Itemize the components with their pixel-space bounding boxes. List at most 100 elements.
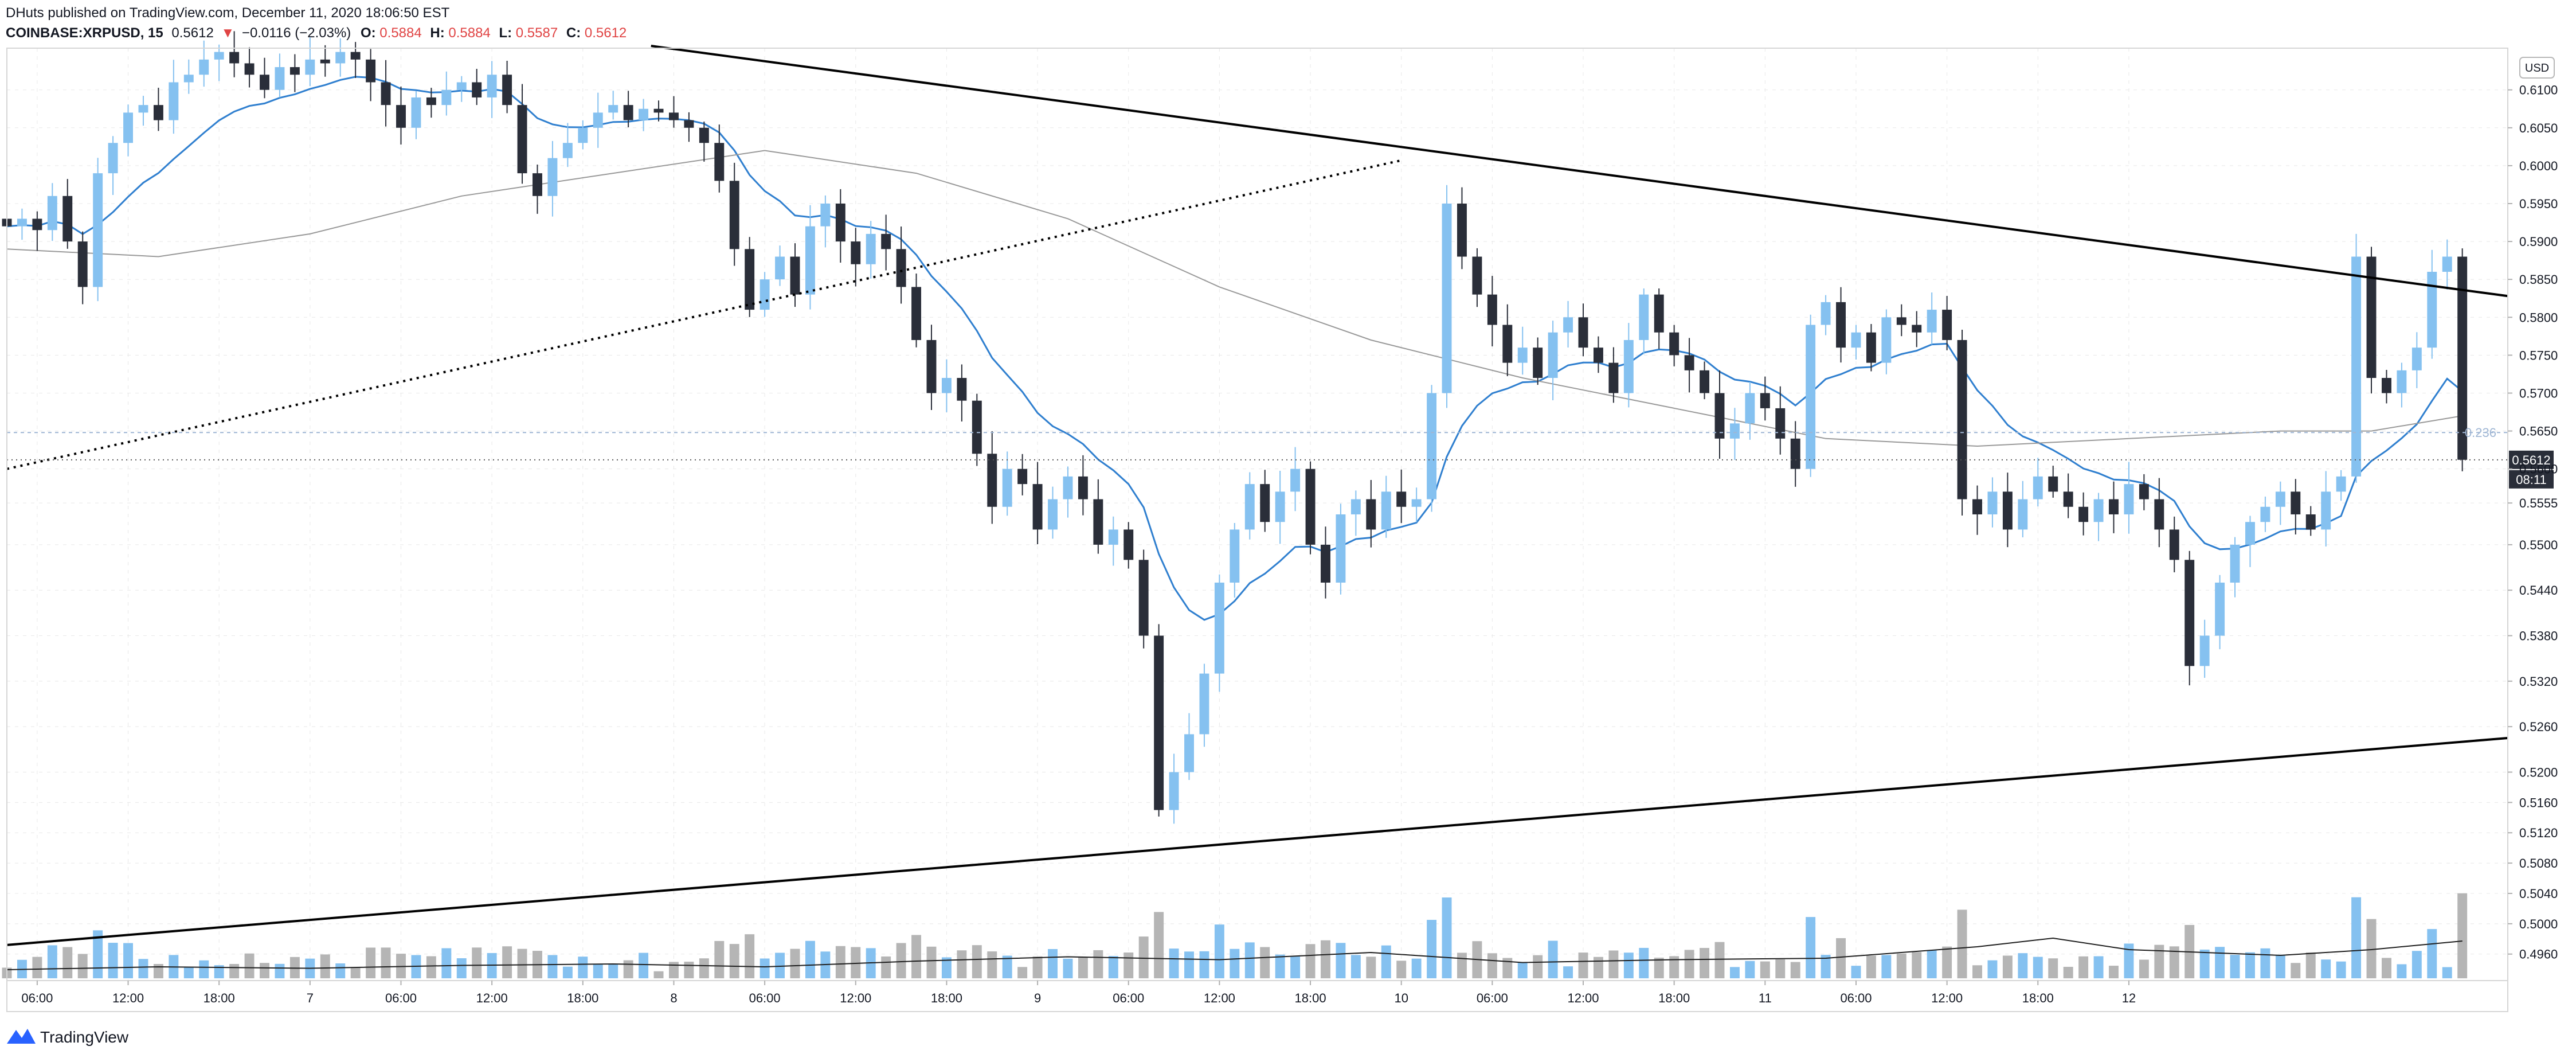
time-tick-label: 18:00 (1295, 991, 1326, 1005)
candle-body (2336, 476, 2346, 492)
candle-body (1866, 332, 1876, 363)
candle-body (1593, 348, 1603, 363)
sma-line (6, 150, 2463, 447)
candle-body (502, 75, 512, 106)
candle-body (1654, 294, 1664, 333)
candle-body (941, 378, 952, 393)
legend-symbol: COINBASE:XRPUSD, 15 (6, 25, 163, 41)
candle-body (2215, 582, 2225, 636)
volume-bar (957, 950, 967, 978)
volume-bar (1790, 962, 1800, 978)
candle-body (972, 400, 982, 454)
candle-body (1078, 476, 1088, 499)
volume-bar (502, 946, 512, 978)
candle-body (123, 112, 134, 143)
candle-body (1472, 256, 1482, 295)
currency-label: USD (2525, 62, 2549, 75)
volume-bar (214, 965, 224, 978)
candle-body (32, 218, 42, 231)
candle-body (1881, 317, 1892, 363)
publish-info: DHuts published on TradingView.com, Dece… (6, 5, 450, 21)
candle-body (93, 173, 103, 287)
volume-bar (1548, 940, 1558, 978)
time-tick-label: 18:00 (2022, 991, 2054, 1005)
candle-body (169, 82, 179, 120)
candle-body (2018, 499, 2028, 530)
candle-body (790, 256, 800, 295)
candle-body (2093, 499, 2104, 522)
legend-o-value: 0.5884 (379, 25, 421, 41)
footer[interactable]: TradingView (7, 1028, 129, 1046)
candle-body (957, 378, 967, 401)
volume-bar (745, 934, 755, 978)
candle-body (1942, 310, 1952, 340)
volume-bar (562, 966, 573, 978)
candle-body (623, 105, 633, 120)
currency-button[interactable]: USD (2519, 57, 2555, 79)
volume-bar (1214, 924, 1224, 978)
volume-bar (2109, 966, 2119, 978)
time-tick-label: 18:00 (567, 991, 598, 1005)
price-tick-label: 0.5080 (2519, 856, 2558, 870)
candle-body (1260, 484, 1270, 522)
legend-h-value: 0.5884 (448, 25, 490, 41)
volume-bar (138, 959, 148, 978)
candle-body (851, 241, 861, 264)
legend-c-value: 0.5612 (585, 25, 627, 41)
volume-bar (608, 964, 618, 978)
price-axis[interactable]: 0.6100 0.6050 0.6000 0.5950 0.5900 0.5850 0.58… (2508, 83, 2558, 962)
volume-bar (911, 935, 922, 978)
volume-bar (2427, 929, 2437, 978)
price-levels: 0.236 0.5612 08:11 (7, 425, 2554, 489)
price-tick-label: 0.5850 (2519, 272, 2558, 287)
candle-body (1548, 332, 1558, 378)
candle-body (653, 108, 664, 113)
price-tick-label: 0.5040 (2519, 887, 2558, 901)
volume-bar (1684, 950, 1694, 978)
candle-body (183, 75, 194, 83)
candle-body (578, 127, 588, 143)
time-axis[interactable]: 06:00 12:00 18:00 7 06:00 12:00 18:00 8 06:00 12:… (21, 981, 2136, 1005)
volume-bar (2336, 961, 2346, 978)
volume-bar (926, 946, 937, 978)
volume-bar (2002, 955, 2013, 978)
current-price-label: 0.5612 (2512, 453, 2550, 467)
candle-body (729, 181, 739, 249)
volume-bar (1244, 942, 1255, 978)
candle-body (244, 63, 255, 75)
candle-body (229, 52, 240, 64)
price-tick-label: 0.5160 (2519, 795, 2558, 810)
volume-bar (835, 946, 845, 978)
volume-bar (2124, 943, 2134, 978)
candle-body (1517, 348, 1528, 363)
volume-bar (1623, 952, 1634, 978)
volume-bar (2260, 948, 2270, 978)
candle-body (669, 112, 679, 120)
candle-body (289, 67, 300, 75)
price-tick-label: 0.4960 (2519, 947, 2558, 962)
volume-bar (941, 957, 952, 978)
time-tick-label: 06:00 (1840, 991, 1872, 1005)
candle-body (2124, 484, 2134, 514)
candle-body (1396, 491, 1407, 507)
trendlines[interactable] (6, 45, 2508, 946)
volume-bar (896, 943, 906, 978)
candle-body (2063, 491, 2073, 507)
volume-bar (1533, 955, 1543, 978)
volume-bar (1427, 920, 1437, 978)
volume-bar (1063, 958, 1073, 978)
candle-body (2411, 348, 2422, 370)
candle-body (1684, 355, 1694, 370)
time-tick-label: 06:00 (21, 991, 53, 1005)
volume-bar (426, 956, 436, 978)
price-tick-label: 0.5900 (2519, 235, 2558, 249)
volume-bar (2215, 947, 2225, 978)
time-tick-label: 12:00 (1204, 991, 1235, 1005)
volume-bar (2048, 958, 2058, 978)
time-tick-label: 12 (2122, 991, 2136, 1005)
candle-body (153, 105, 163, 120)
candle-body (1896, 317, 1906, 325)
volume-bar (1366, 957, 1376, 978)
